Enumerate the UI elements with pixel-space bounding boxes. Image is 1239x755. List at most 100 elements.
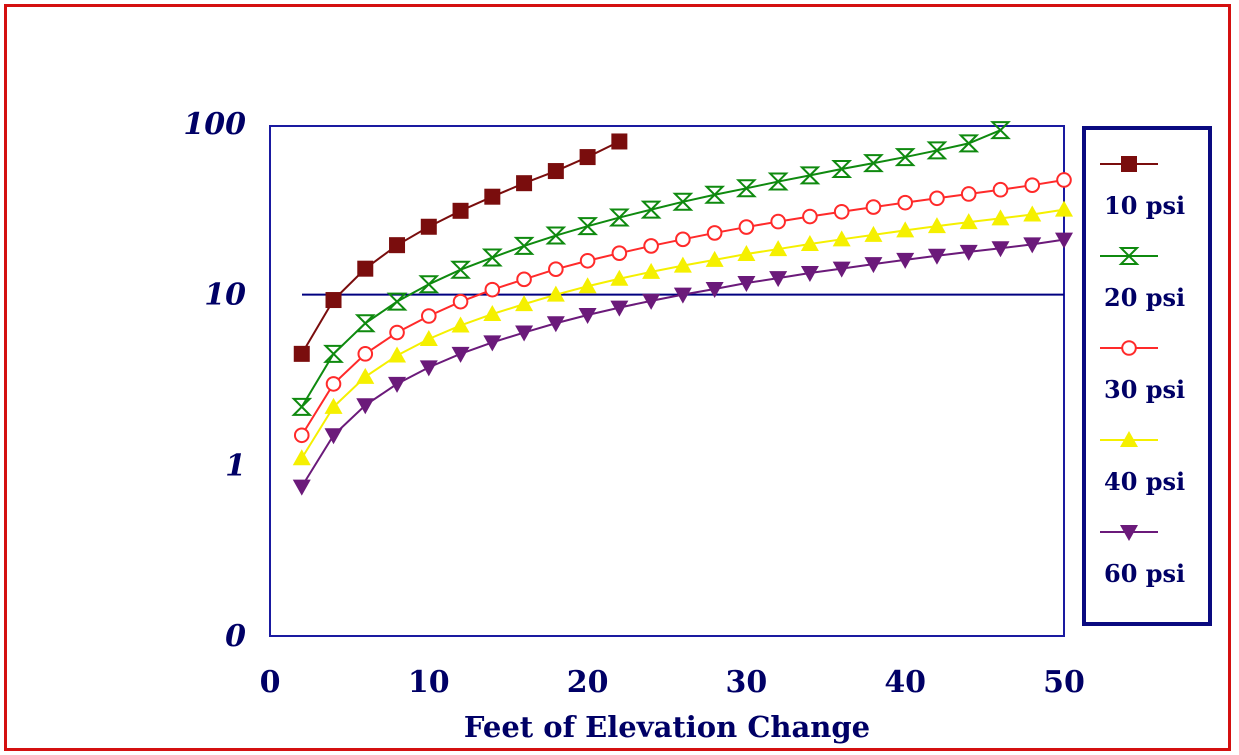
data-point	[292, 449, 311, 466]
data-point	[642, 293, 661, 310]
legend-label: 10 psi	[1104, 191, 1185, 220]
data-point	[516, 175, 533, 192]
legend: 10 psi 20 psi 30 psi 40 psi 60 psi	[1082, 126, 1212, 626]
data-point	[643, 238, 659, 254]
series-30-psi	[293, 172, 1072, 444]
data-point	[356, 398, 375, 415]
data-point	[452, 293, 469, 310]
y-tick-label: 10	[204, 278, 246, 313]
data-point	[800, 235, 819, 252]
data-point	[992, 181, 1009, 198]
data-point	[577, 217, 599, 236]
data-point	[483, 305, 502, 322]
data-point	[354, 314, 376, 333]
x-axis-ticks: 0 10 20 30 40 50	[260, 665, 1085, 700]
data-point	[356, 367, 375, 384]
x-tick-label: 20	[567, 665, 609, 700]
series-line	[300, 178, 1065, 436]
data-point	[293, 427, 310, 444]
chart-frame	[4, 4, 1231, 751]
data-point	[673, 287, 692, 304]
x-tick-label: 40	[884, 665, 926, 700]
data-point	[1023, 205, 1042, 222]
x-tick-label: 30	[726, 665, 768, 700]
data-point	[865, 199, 882, 215]
x-axis-label: Feet of Elevation Change	[464, 710, 870, 744]
data-point	[767, 172, 789, 191]
data-point	[960, 186, 977, 202]
data-point	[578, 308, 597, 325]
data-point	[1055, 200, 1073, 217]
data-point	[389, 324, 405, 341]
data-point	[516, 271, 532, 288]
data-point	[800, 265, 819, 282]
data-point	[451, 316, 470, 333]
data-point	[325, 376, 342, 392]
data-point	[513, 236, 535, 255]
data-point	[896, 221, 915, 238]
data-point	[419, 329, 438, 346]
data-point	[579, 149, 596, 166]
data-point	[991, 209, 1010, 226]
data-point	[738, 219, 755, 235]
data-point	[1055, 232, 1073, 249]
data-point	[769, 240, 788, 257]
data-point	[640, 200, 662, 219]
y-tick-label: 100	[183, 107, 246, 142]
data-point	[673, 256, 692, 273]
legend-label: 20 psi	[1104, 283, 1185, 312]
data-point	[897, 194, 914, 211]
data-point	[1120, 525, 1138, 541]
data-point	[926, 141, 948, 160]
legend-label: 60 psi	[1104, 559, 1185, 588]
data-point	[675, 231, 691, 248]
legend-entry: 30 psi	[1100, 340, 1185, 404]
data-point	[927, 217, 946, 234]
data-point	[611, 245, 628, 261]
data-point	[896, 252, 915, 269]
legend-label: 40 psi	[1104, 467, 1185, 496]
data-point	[770, 213, 786, 230]
data-point	[958, 134, 980, 153]
legend-entry: 20 psi	[1100, 247, 1185, 312]
y-tick-label: 0	[225, 619, 246, 654]
data-point	[546, 316, 565, 333]
data-point	[547, 163, 564, 180]
series-20-psi	[291, 121, 1011, 416]
data-point	[642, 262, 661, 279]
legend-entry: 60 psi	[1100, 525, 1185, 588]
series-60-psi	[292, 232, 1073, 496]
data-point	[293, 345, 310, 362]
data-point	[991, 241, 1010, 258]
data-point	[799, 166, 821, 185]
data-point	[832, 261, 851, 278]
data-point	[481, 248, 503, 267]
data-point	[386, 292, 408, 311]
data-point	[452, 202, 469, 219]
series-layer	[291, 121, 1073, 496]
plot-border	[269, 125, 1065, 637]
data-point	[831, 159, 853, 178]
data-point	[832, 230, 851, 247]
data-point	[802, 208, 818, 225]
data-point	[705, 250, 724, 267]
data-point	[357, 346, 374, 362]
data-point	[959, 213, 978, 230]
data-point	[484, 281, 501, 298]
data-point	[894, 148, 916, 167]
data-point	[1121, 340, 1137, 356]
data-point	[419, 360, 438, 377]
data-point	[704, 185, 726, 204]
x-tick-label: 50	[1043, 665, 1085, 700]
series-40-psi	[292, 200, 1073, 466]
data-point	[421, 308, 437, 324]
legend-entry: 10 psi	[1100, 156, 1185, 220]
series-10-psi	[293, 133, 628, 362]
data-point	[292, 479, 311, 496]
data-point	[990, 121, 1011, 140]
data-point	[863, 154, 884, 173]
data-point	[1024, 177, 1041, 193]
data-point	[1118, 247, 1140, 265]
